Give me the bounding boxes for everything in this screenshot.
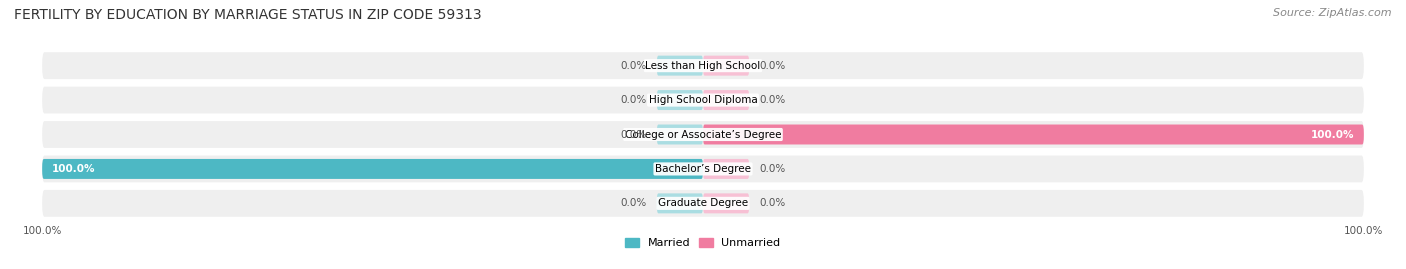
Text: High School Diploma: High School Diploma: [648, 95, 758, 105]
FancyBboxPatch shape: [657, 56, 703, 76]
Text: 0.0%: 0.0%: [620, 61, 647, 71]
FancyBboxPatch shape: [42, 52, 1364, 79]
Text: Source: ZipAtlas.com: Source: ZipAtlas.com: [1274, 8, 1392, 18]
Text: 0.0%: 0.0%: [620, 95, 647, 105]
Text: 100.0%: 100.0%: [1310, 129, 1354, 140]
FancyBboxPatch shape: [42, 190, 1364, 217]
Text: 0.0%: 0.0%: [759, 95, 786, 105]
FancyBboxPatch shape: [42, 121, 1364, 148]
FancyBboxPatch shape: [703, 56, 749, 76]
Text: 0.0%: 0.0%: [620, 129, 647, 140]
Text: Less than High School: Less than High School: [645, 61, 761, 71]
FancyBboxPatch shape: [657, 90, 703, 110]
FancyBboxPatch shape: [42, 159, 703, 179]
FancyBboxPatch shape: [703, 193, 749, 213]
FancyBboxPatch shape: [703, 90, 749, 110]
FancyBboxPatch shape: [703, 159, 749, 179]
FancyBboxPatch shape: [42, 87, 1364, 114]
Text: Graduate Degree: Graduate Degree: [658, 198, 748, 208]
Legend: Married, Unmarried: Married, Unmarried: [621, 233, 785, 253]
Text: Bachelor’s Degree: Bachelor’s Degree: [655, 164, 751, 174]
FancyBboxPatch shape: [657, 193, 703, 213]
FancyBboxPatch shape: [657, 125, 703, 144]
Text: 0.0%: 0.0%: [759, 61, 786, 71]
Text: College or Associate’s Degree: College or Associate’s Degree: [624, 129, 782, 140]
Text: 0.0%: 0.0%: [759, 164, 786, 174]
FancyBboxPatch shape: [42, 155, 1364, 182]
Text: 0.0%: 0.0%: [759, 198, 786, 208]
Text: FERTILITY BY EDUCATION BY MARRIAGE STATUS IN ZIP CODE 59313: FERTILITY BY EDUCATION BY MARRIAGE STATU…: [14, 8, 482, 22]
Text: 100.0%: 100.0%: [52, 164, 96, 174]
FancyBboxPatch shape: [703, 125, 1364, 144]
Text: 0.0%: 0.0%: [620, 198, 647, 208]
